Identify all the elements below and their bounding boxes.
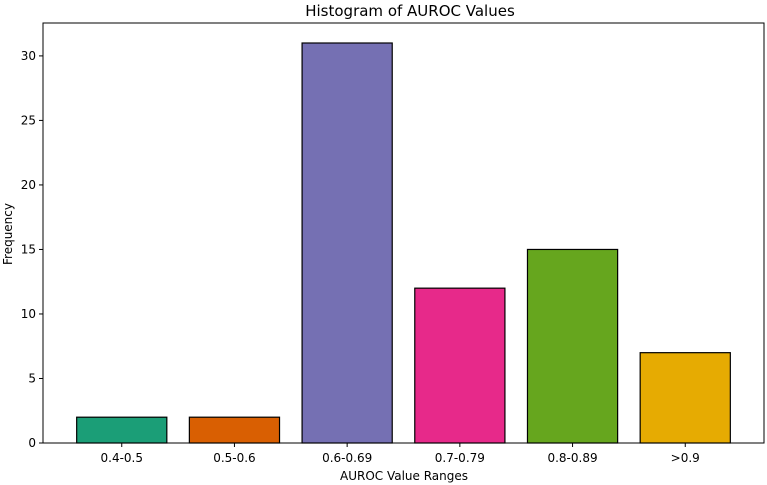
bar-0.4-0.5 <box>76 416 168 444</box>
bar-0.7-0.79 <box>414 287 506 444</box>
x-tick-label: 0.7-0.79 <box>435 451 485 465</box>
y-tick-label: 20 <box>21 178 36 192</box>
y-tick-label: 10 <box>21 307 36 321</box>
y-tick-label: 5 <box>28 371 36 385</box>
bar-0.5-0.6 <box>188 416 281 444</box>
bar-0.6-0.69 <box>301 42 393 444</box>
bar-0.8-0.89 <box>526 248 619 444</box>
y-axis: 0 5 10 15 20 25 30 <box>21 49 43 450</box>
plot-area <box>42 22 765 444</box>
y-tick-label: 15 <box>21 242 36 256</box>
y-tick-label: 25 <box>21 113 36 127</box>
x-tick-label: 0.6-0.69 <box>322 451 372 465</box>
x-tick-label: 0.8-0.89 <box>547 451 597 465</box>
x-axis-label: AUROC Value Ranges <box>340 469 468 483</box>
x-tick-label: >0.9 <box>671 451 700 465</box>
x-tick-label: 0.4-0.5 <box>101 451 144 465</box>
bar->0.9 <box>639 352 731 444</box>
chart-title: Histogram of AUROC Values <box>305 2 515 20</box>
y-tick-label: 30 <box>21 49 36 63</box>
plot-frame <box>42 22 765 444</box>
y-tick-label: 0 <box>28 436 36 450</box>
x-axis: 0.4-0.5 0.5-0.6 0.6-0.69 0.7-0.79 0.8-0.89 >0… <box>101 443 700 465</box>
x-tick-label: 0.5-0.6 <box>213 451 256 465</box>
y-axis-label: Frequency <box>1 203 15 265</box>
